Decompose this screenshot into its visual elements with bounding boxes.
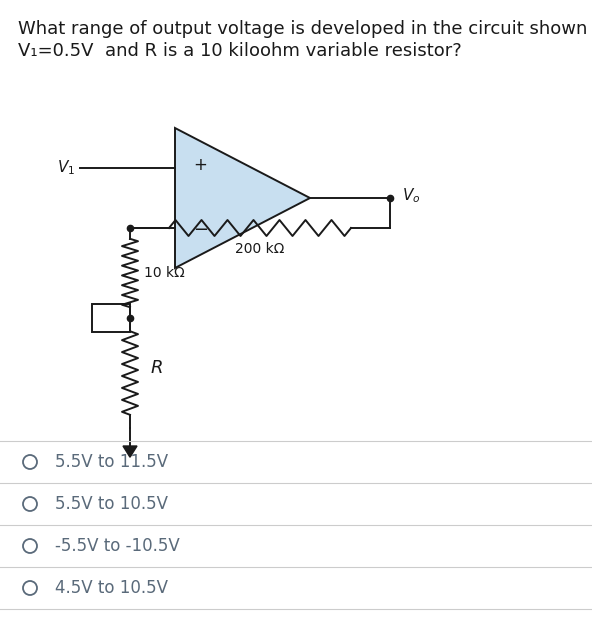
Polygon shape xyxy=(175,128,310,268)
Text: -5.5V to -10.5V: -5.5V to -10.5V xyxy=(55,537,180,555)
Text: 5.5V to 10.5V: 5.5V to 10.5V xyxy=(55,495,168,513)
Bar xyxy=(92,304,130,332)
Text: $R$: $R$ xyxy=(150,359,163,377)
Text: +: + xyxy=(193,156,207,174)
Text: 5.5V to 11.5V: 5.5V to 11.5V xyxy=(55,453,168,471)
Text: −: − xyxy=(193,221,208,239)
Text: $V_o$: $V_o$ xyxy=(402,187,420,205)
Polygon shape xyxy=(123,446,137,457)
Text: 10 kΩ: 10 kΩ xyxy=(144,266,185,280)
Text: V₁=0.5V  and R is a 10 kiloohm variable resistor?: V₁=0.5V and R is a 10 kiloohm variable r… xyxy=(18,42,462,60)
Text: 200 kΩ: 200 kΩ xyxy=(235,242,285,256)
Text: What range of output voltage is developed in the circuit shown if: What range of output voltage is develope… xyxy=(18,20,592,38)
Text: 4.5V to 10.5V: 4.5V to 10.5V xyxy=(55,579,168,597)
Text: $V_1$: $V_1$ xyxy=(57,159,75,177)
